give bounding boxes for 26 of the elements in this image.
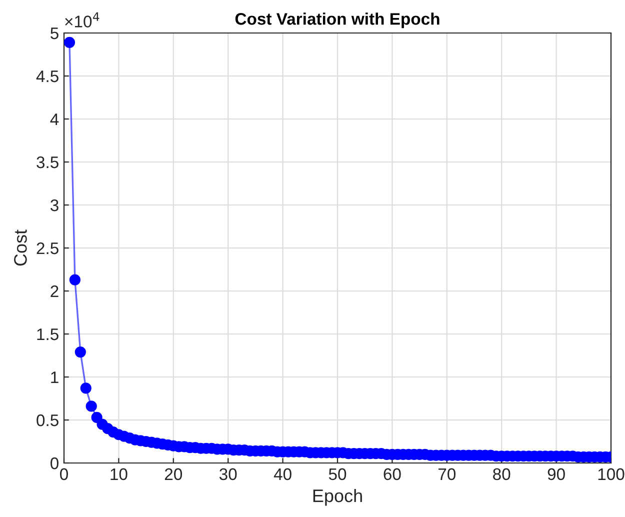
y-tick-label: 2 [50, 285, 58, 298]
x-tick-label: 30 [219, 468, 237, 480]
y-tick-label: 5 [50, 28, 58, 40]
y-tick-label: 3 [50, 199, 58, 212]
x-tick-label: 100 [598, 468, 624, 480]
y-tick-label: 4 [50, 114, 59, 126]
chart-title: Cost Variation with Epoch [235, 12, 440, 28]
y-axis-title: Cost [14, 230, 27, 266]
x-tick-label: 40 [274, 468, 292, 480]
x-tick-label: 80 [493, 468, 510, 480]
y-tick-label: 0.5 [36, 414, 58, 426]
y-tick-label: 1 [51, 372, 58, 384]
x-axis-title: Epoch [313, 488, 362, 506]
x-tick-label: 70 [438, 468, 456, 480]
y-tick-label: 3.5 [36, 156, 58, 168]
x-tick-label: 60 [384, 468, 401, 480]
y-tick-label: 1.5 [37, 328, 58, 340]
x-tick-label: 20 [164, 468, 182, 480]
x-tick-label: 50 [328, 468, 346, 480]
y-tick-label: 2.5 [36, 242, 58, 254]
y-tick-label: 0 [50, 457, 58, 470]
y-tick-label: 4.5 [36, 70, 58, 82]
x-tick-label: 90 [548, 468, 565, 480]
x-tick-label: 10 [110, 468, 128, 480]
text: ×10$^{4}$ [65, 12, 100, 28]
x-tick-label: 0 [60, 468, 68, 480]
